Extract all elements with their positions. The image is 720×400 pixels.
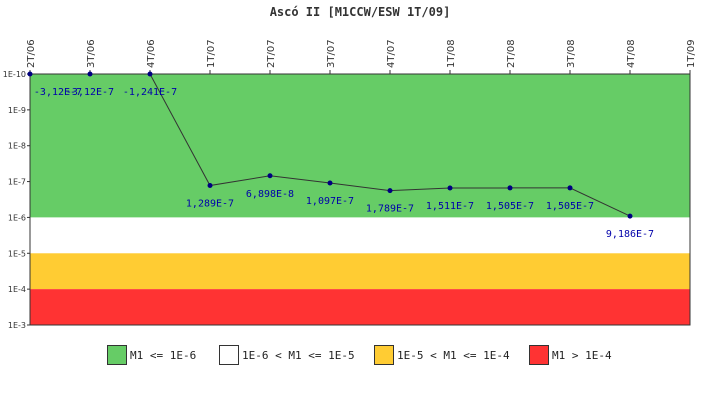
data-label: 1,505E-7 [486,201,534,212]
x-tick-label: 2T/07 [266,39,277,68]
plot-frame [29,73,691,326]
data-point [147,71,153,77]
legend-swatch [219,345,239,365]
series-layer [27,71,633,219]
data-point [567,185,573,191]
x-tick-label: 2T/08 [506,39,517,68]
band-2 [30,253,690,290]
data-label: 9,186E-7 [606,229,654,240]
legend-label: 1E-5 < M1 <= 1E-4 [397,348,510,362]
y-tick-label: 1E-3 [8,321,26,330]
x-tick-label: 3T/07 [326,39,337,68]
legend: M1 <= 1E-6 1E-6 < M1 <= 1E-5 1E-5 < M1 <= … [0,344,720,368]
x-tick-label: 1T/09 [686,39,697,68]
data-point [447,185,453,191]
legend-label: M1 > 1E-4 [552,348,612,362]
data-point [87,71,93,77]
x-tick-label: 1T/08 [446,39,457,68]
x-tick-label: 2T/06 [26,39,37,68]
data-label: -3,12E-7 [66,87,114,98]
x-tick-label: 4T/07 [386,39,397,68]
legend-item: M1 <= 1E-6 [107,344,196,366]
x-tick-label: 1T/07 [206,39,217,68]
data-point [387,188,393,194]
y-tick-label: 1E-7 [8,178,26,187]
legend-swatch [107,345,127,365]
data-point [267,173,273,179]
data-point [207,183,213,189]
data-label: 1,511E-7 [426,201,474,212]
data-label: 6,898E-8 [246,189,294,200]
y-tick-label: 1E-5 [8,249,26,258]
band-1 [30,217,690,254]
y-tick-label: 1E-4 [8,285,26,294]
band-0 [30,74,690,218]
legend-swatch [529,345,549,365]
y-tick-label: 1E-6 [8,213,26,222]
y-tick-label: 1E-9 [8,106,26,115]
x-tick-label: 3T/08 [566,39,577,68]
y-tick-label: 1E-10 [3,70,26,79]
data-label-layer: -3,12E-7-3,12E-7 -1,241E-7 1,289E-7 6,898E-… [34,87,654,240]
legend-label: M1 <= 1E-6 [130,348,197,362]
legend-label: 1E-6 < M1 <= 1E-5 [242,348,355,362]
chart-title: Ascó II [M1CCW/ESW 1T/09] [270,5,451,19]
data-label: 1,289E-7 [186,199,234,210]
y-tick-label: 1E-8 [8,142,26,151]
data-label: 1,097E-7 [306,196,354,207]
x-tick-label: 4T/06 [146,39,157,68]
data-point [27,71,33,77]
axis-layer: 1E-10 1E-9 1E-8 1E-7 1E-6 1E-5 1E-4 1E-3 2T/06 3T… [3,39,697,330]
data-point [627,213,633,219]
data-point [507,185,513,191]
legend-item: 1E-5 < M1 <= 1E-4 [374,344,510,366]
band-layer [30,74,690,325]
legend-item: M1 > 1E-4 [529,344,612,366]
data-label: -1,241E-7 [123,87,177,98]
x-tick-label: 3T/06 [86,39,97,68]
data-label: 1,505E-7 [546,201,594,212]
legend-item: 1E-6 < M1 <= 1E-5 [219,344,355,366]
x-tick-label: 4T/08 [626,39,637,68]
legend-swatch [374,345,394,365]
data-label: -3,12E-7 [34,87,82,98]
data-label: 1,789E-7 [366,204,414,215]
band-3 [30,289,690,325]
data-point [327,180,333,186]
